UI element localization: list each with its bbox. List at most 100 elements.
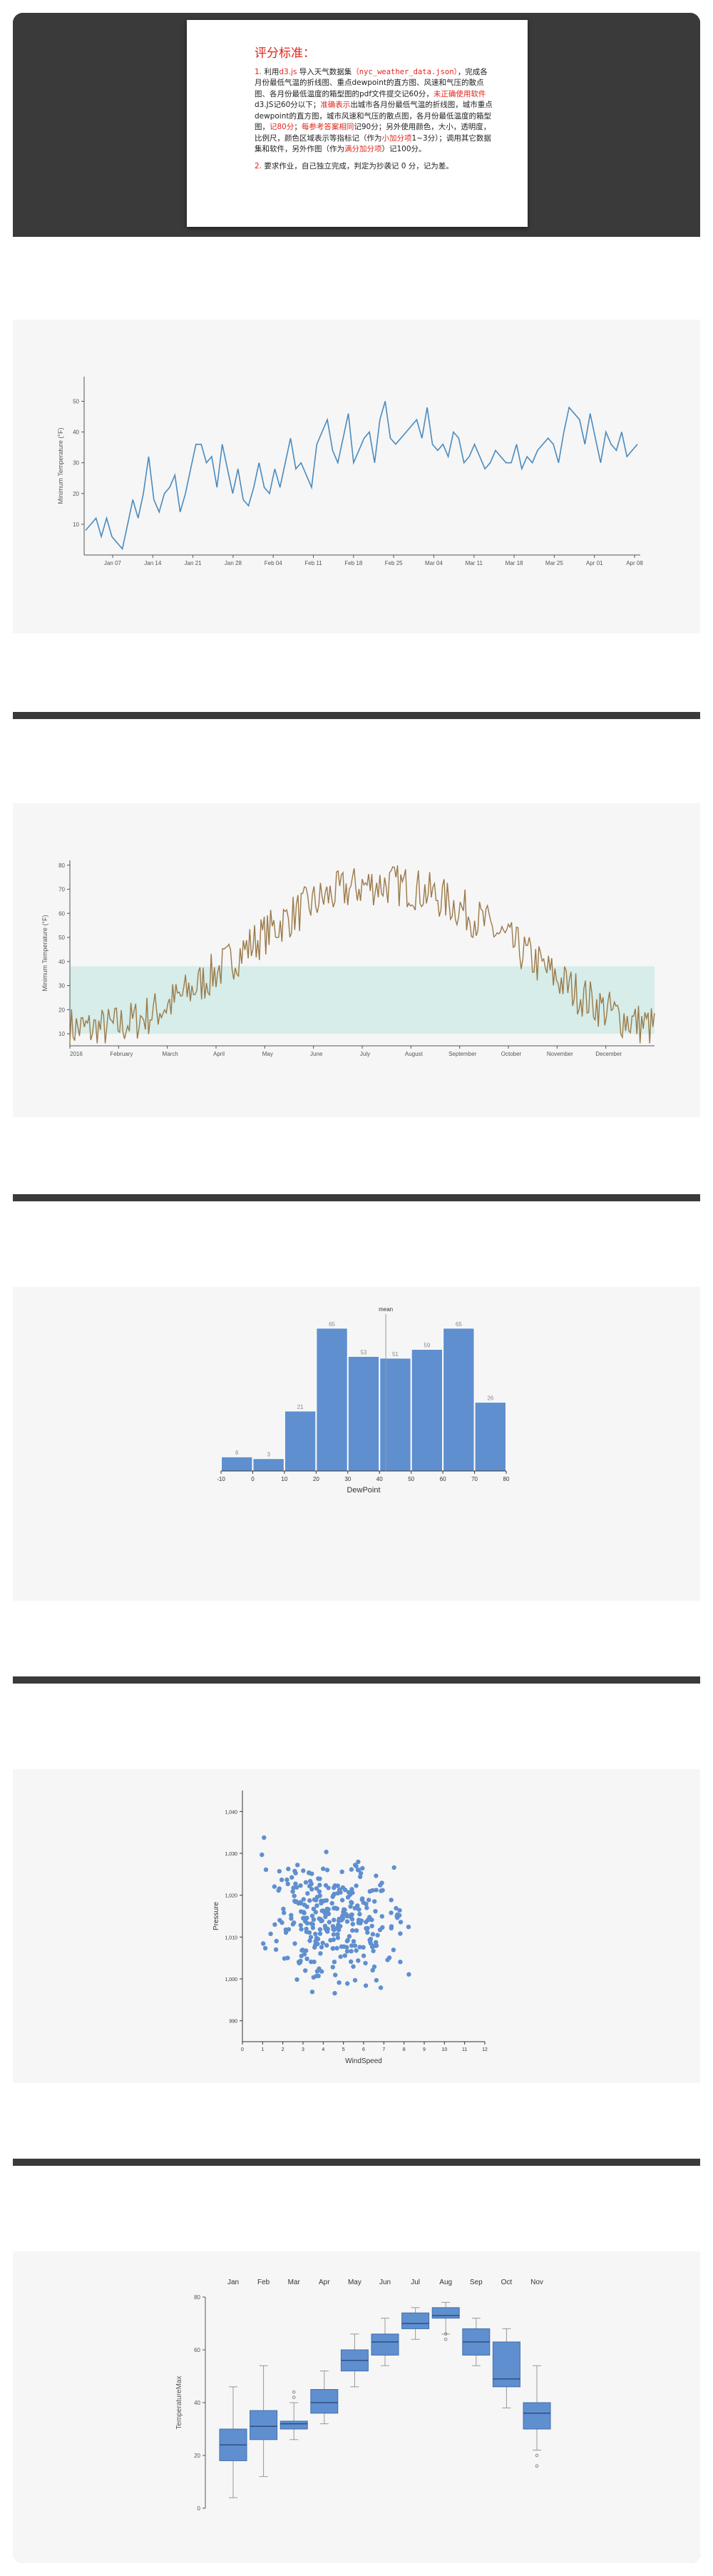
x-tick-label: 70 xyxy=(471,1476,478,1482)
scatter-point xyxy=(290,1889,295,1894)
x-tick-label: Mar 25 xyxy=(545,560,563,566)
y-tick-label: 50 xyxy=(73,398,79,404)
scatter-point xyxy=(342,1953,347,1958)
x-tick-label: May xyxy=(262,1051,273,1057)
scatter-point xyxy=(397,1908,402,1913)
scatter-point xyxy=(261,1941,266,1946)
scatter-point xyxy=(304,1948,309,1953)
scatter-point xyxy=(339,1869,344,1874)
scatter-point xyxy=(314,1969,320,1974)
scatter-point xyxy=(338,1954,343,1960)
scatter-point xyxy=(302,1903,307,1908)
scatter-point xyxy=(289,1913,294,1918)
scatter-point xyxy=(262,1945,268,1951)
scatter-point xyxy=(309,1887,314,1892)
scatter-point xyxy=(346,1890,352,1895)
scatter-point xyxy=(350,1928,355,1933)
scatter-point xyxy=(307,1938,312,1943)
panel-histogram: 6 3 21 65 53 51 59 65 26 -10 0 10 20 30 40 50 60 70 80 DewP… xyxy=(13,1201,700,1676)
scatter-point xyxy=(327,1920,332,1925)
outlier-point xyxy=(535,2464,539,2468)
box xyxy=(279,2420,308,2430)
criteria-item-1: 1. 利用d3.js 导入天气数据集（nyc_weather_data.json… xyxy=(255,67,493,154)
scatter-point xyxy=(298,1883,303,1888)
scatter-point xyxy=(349,1917,355,1922)
scatter-point xyxy=(345,1895,351,1900)
scatter-point xyxy=(329,1900,334,1906)
scatter-point xyxy=(374,1873,379,1878)
scatter-point xyxy=(307,1898,312,1903)
scatter-point xyxy=(365,1925,370,1931)
scatter-point xyxy=(332,1960,337,1965)
y-tick-label: 20 xyxy=(73,491,79,497)
x-tick-label: 10 xyxy=(281,1476,287,1482)
scatter-point xyxy=(308,1935,314,1940)
scatter-point xyxy=(303,1880,309,1885)
x-tick-label: Feb 18 xyxy=(344,560,362,566)
month-label: Nov xyxy=(530,2279,543,2286)
scatter-point xyxy=(369,1918,374,1923)
criteria-item-2: 2. 要求作业，自己独立完成，判定为抄袭记 0 分，记为差。 xyxy=(255,161,453,170)
y-tick-label: 80 xyxy=(58,862,65,869)
scatter-point xyxy=(344,1949,350,1954)
app-frame: 评分标准： 1. 利用d3.js 导入天气数据集（nyc_weather_dat… xyxy=(13,13,700,2563)
scatter-point xyxy=(314,1886,319,1891)
scatter-point xyxy=(361,1953,366,1958)
y-tick-label: 30 xyxy=(58,983,65,989)
y-tick-label: 60 xyxy=(58,910,65,917)
scatter-point xyxy=(301,1868,306,1873)
panel-scatter: 990 1,000 1,010 1,020 1,030 1,040 0 1 2 3 4 5 6 7 8 9 10… xyxy=(13,1684,700,2159)
scatter-point xyxy=(339,1898,345,1903)
scatter-point xyxy=(349,1887,354,1892)
scatter-point xyxy=(292,1868,297,1873)
panel-area-chart: 10 20 30 40 50 60 70 80 2016 February March April Ma… xyxy=(13,719,700,1194)
x-tick-label: -10 xyxy=(217,1476,225,1482)
mean-label: mean xyxy=(379,1306,393,1313)
y-tick-label: 40 xyxy=(73,429,79,436)
scatter-point xyxy=(349,1943,354,1948)
scatter-point xyxy=(286,1866,291,1871)
scatter-point xyxy=(344,1919,350,1924)
scatter-point xyxy=(299,1927,304,1932)
y-tick-label: 40 xyxy=(58,959,65,965)
scatter-point xyxy=(356,1907,361,1912)
scatter-point xyxy=(309,1913,315,1918)
y-tick-label: 70 xyxy=(58,887,65,893)
scatter-point xyxy=(276,1888,281,1893)
y-tick-label: 20 xyxy=(58,1007,65,1013)
y-tick-label: 1,030 xyxy=(225,1852,237,1857)
scatter-point xyxy=(391,1865,396,1870)
scatter-point xyxy=(277,1868,282,1874)
scatter-point xyxy=(353,1863,358,1868)
x-tick-label: 8 xyxy=(403,2047,406,2052)
y-tick-label: 1,020 xyxy=(225,1894,237,1899)
scatter-point xyxy=(351,1939,356,1944)
plot-area-histogram: 6 3 21 65 53 51 59 65 26 -10 0 10 20 30 40 50 60 70 80 DewP… xyxy=(13,1287,700,1601)
scatter-point xyxy=(304,1920,310,1926)
scatter-point xyxy=(389,1898,394,1903)
month-label: Aug xyxy=(439,2279,452,2286)
scatter-point xyxy=(349,1949,354,1954)
plot-area-line: 10 20 30 40 50 Jan 07 Jan 14 Jan 21 Jan 28 Feb 04… xyxy=(13,320,700,633)
histogram-bar xyxy=(411,1349,443,1472)
scatter-point xyxy=(366,1898,371,1903)
x-tick-label: 0 xyxy=(251,1476,255,1482)
scatter-point xyxy=(293,1881,298,1886)
scatter-point xyxy=(339,1944,344,1949)
y-axis-label: TemperatureMax xyxy=(175,2376,183,2429)
scatter-point xyxy=(378,1985,384,1990)
bar-count-label: 26 xyxy=(487,1395,493,1402)
scatter-point xyxy=(263,1867,269,1873)
histogram-bar xyxy=(347,1355,380,1472)
outlier-point xyxy=(535,2453,539,2458)
scatter-point xyxy=(385,1958,390,1962)
scatter-point xyxy=(389,1910,394,1915)
x-tick-label: Mar 11 xyxy=(466,560,483,566)
bar-count-label: 59 xyxy=(424,1343,430,1349)
scatter-point xyxy=(323,1914,328,1920)
y-tick-label: 30 xyxy=(73,460,79,467)
scatter-point xyxy=(374,1888,379,1893)
scatter-point xyxy=(334,1945,339,1951)
x-tick-label: 5 xyxy=(342,2047,345,2052)
chart-histogram: 6 3 21 65 53 51 59 65 26 -10 0 10 20 30 40 50 60 70 80 DewP… xyxy=(217,1306,510,1495)
